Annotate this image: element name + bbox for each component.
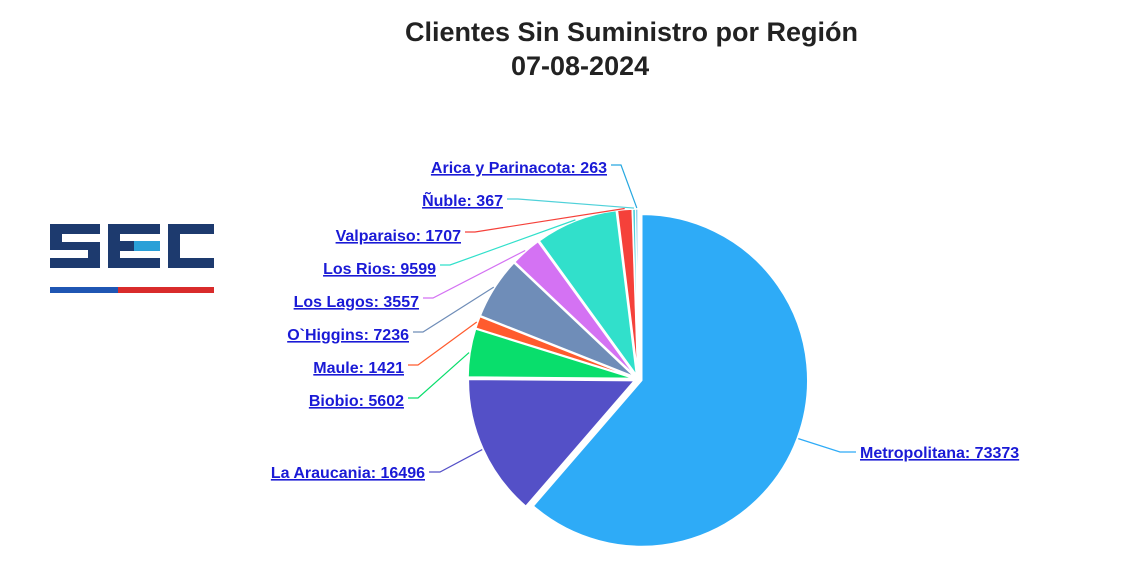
connector-maule xyxy=(408,321,478,366)
data-label-la-araucania[interactable]: La Araucania: 16496 xyxy=(271,465,425,482)
data-label-los-rios[interactable]: Los Rios: 9599 xyxy=(323,261,436,278)
data-label-ñuble[interactable]: Ñuble: 367 xyxy=(422,190,503,210)
sec-logo xyxy=(50,224,214,293)
data-labels: Metropolitana: 73373 La Araucania: 16496 B… xyxy=(271,160,1019,482)
label-connectors xyxy=(408,164,856,473)
data-label-o-higgins[interactable]: O`Higgins: 7236 xyxy=(287,327,409,344)
connector-o-higgins xyxy=(413,286,495,333)
connector-los-rios xyxy=(440,219,576,266)
pie-slices xyxy=(467,208,809,548)
pie-slice-maule[interactable] xyxy=(474,315,635,379)
data-label-metropolitana[interactable]: Metropolitana: 73373 xyxy=(860,445,1019,462)
data-label-biobio[interactable]: Biobio: 5602 xyxy=(309,393,404,410)
data-label-los-lagos[interactable]: Los Lagos: 3557 xyxy=(294,294,419,311)
data-label-valparaiso[interactable]: Valparaiso: 1707 xyxy=(336,228,462,245)
connector-arica-y-parinacota xyxy=(611,164,638,209)
connector-la-araucania xyxy=(429,449,483,473)
connector-biobio xyxy=(408,352,470,399)
connector-ñuble xyxy=(507,198,635,209)
pie-slice-arica-y-parinacota[interactable] xyxy=(634,208,639,376)
pie-slice-los-rios[interactable] xyxy=(538,209,638,376)
chart-subtitle: 07-08-2024 xyxy=(511,51,650,81)
pie-slice-biobio[interactable] xyxy=(467,328,635,380)
pie-slice-los-lagos[interactable] xyxy=(513,240,636,377)
data-label-maule[interactable]: Maule: 1421 xyxy=(313,360,404,377)
connector-metropolitana xyxy=(798,438,856,453)
connector-los-lagos xyxy=(423,249,526,299)
pie-slice-la-araucania[interactable] xyxy=(467,378,636,508)
pie-slice-o-higgins[interactable] xyxy=(479,261,636,378)
pie-slice-metropolitana[interactable] xyxy=(532,213,809,548)
chart-title: Clientes Sin Suministro por Región xyxy=(405,17,859,47)
connector-valparaiso xyxy=(465,207,625,233)
data-label-arica-y-parinacota[interactable]: Arica y Parinacota: 263 xyxy=(431,160,607,177)
